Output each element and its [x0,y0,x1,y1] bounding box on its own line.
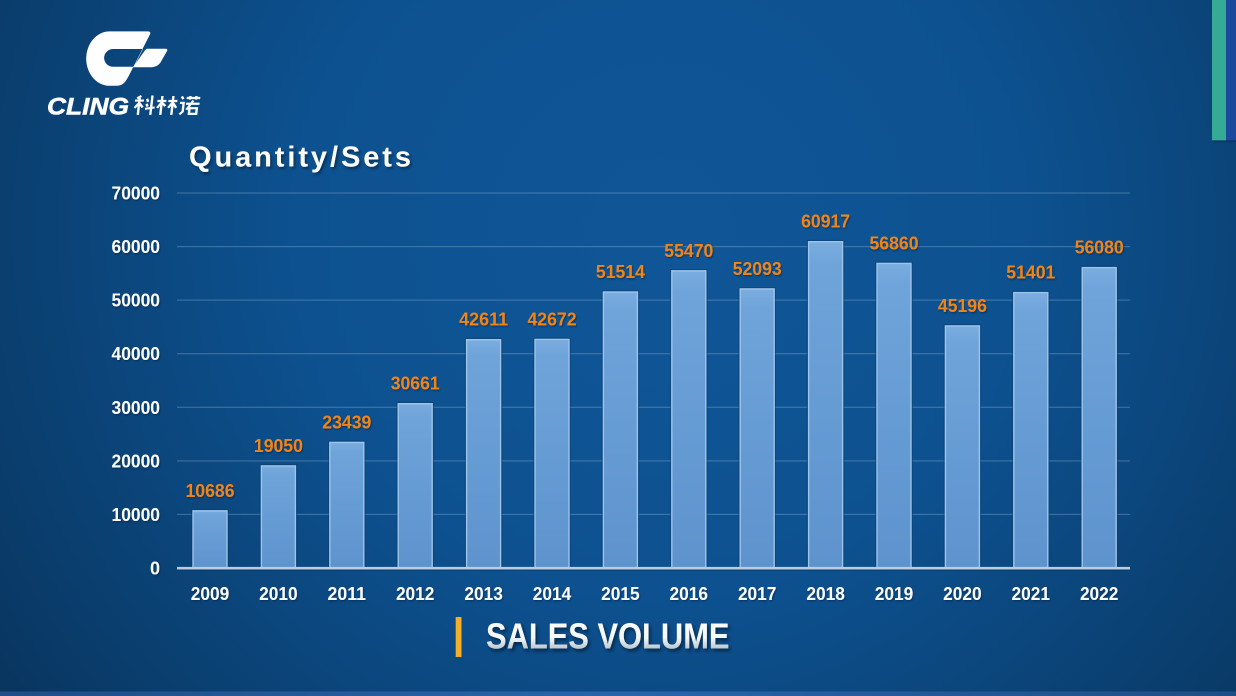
svg-text:23439: 23439 [322,412,371,432]
svg-text:42611: 42611 [459,310,508,330]
svg-text:19050: 19050 [254,436,303,456]
svg-text:2015: 2015 [601,584,640,604]
svg-text:10000: 10000 [112,505,161,525]
svg-text:40000: 40000 [112,344,161,364]
svg-text:2022: 2022 [1080,584,1119,604]
svg-text:55470: 55470 [664,241,713,261]
svg-text:2011: 2011 [328,584,367,604]
svg-text:10686: 10686 [186,481,235,501]
svg-text:2010: 2010 [259,584,298,604]
svg-text:56080: 56080 [1075,238,1124,258]
svg-text:2016: 2016 [670,584,709,604]
svg-text:Quantity/Sets: Quantity/Sets [189,142,411,174]
svg-text:0: 0 [150,559,160,579]
svg-text:50000: 50000 [112,291,161,311]
svg-text:2017: 2017 [738,584,777,604]
svg-text:2014: 2014 [533,584,572,604]
svg-text:SALES VOLUME: SALES VOLUME [486,616,730,657]
svg-text:2013: 2013 [464,584,503,604]
svg-text:2012: 2012 [396,584,435,604]
svg-text:45196: 45196 [938,296,987,316]
svg-text:60000: 60000 [112,237,161,257]
svg-text:2018: 2018 [806,584,845,604]
svg-text:2020: 2020 [943,584,982,604]
svg-text:56860: 56860 [870,233,919,253]
svg-text:30661: 30661 [391,374,440,394]
svg-text:51514: 51514 [596,262,645,282]
svg-text:42672: 42672 [528,309,577,329]
svg-text:2021: 2021 [1012,584,1051,604]
svg-text:2009: 2009 [191,584,230,604]
svg-text:2019: 2019 [875,584,914,604]
svg-text:60917: 60917 [801,212,850,232]
svg-text:52093: 52093 [733,259,782,279]
svg-text:70000: 70000 [112,184,161,204]
svg-text:51401: 51401 [1006,263,1055,283]
svg-text:CLING: CLING [47,93,129,120]
svg-text:20000: 20000 [112,451,161,471]
svg-text:30000: 30000 [112,398,161,418]
